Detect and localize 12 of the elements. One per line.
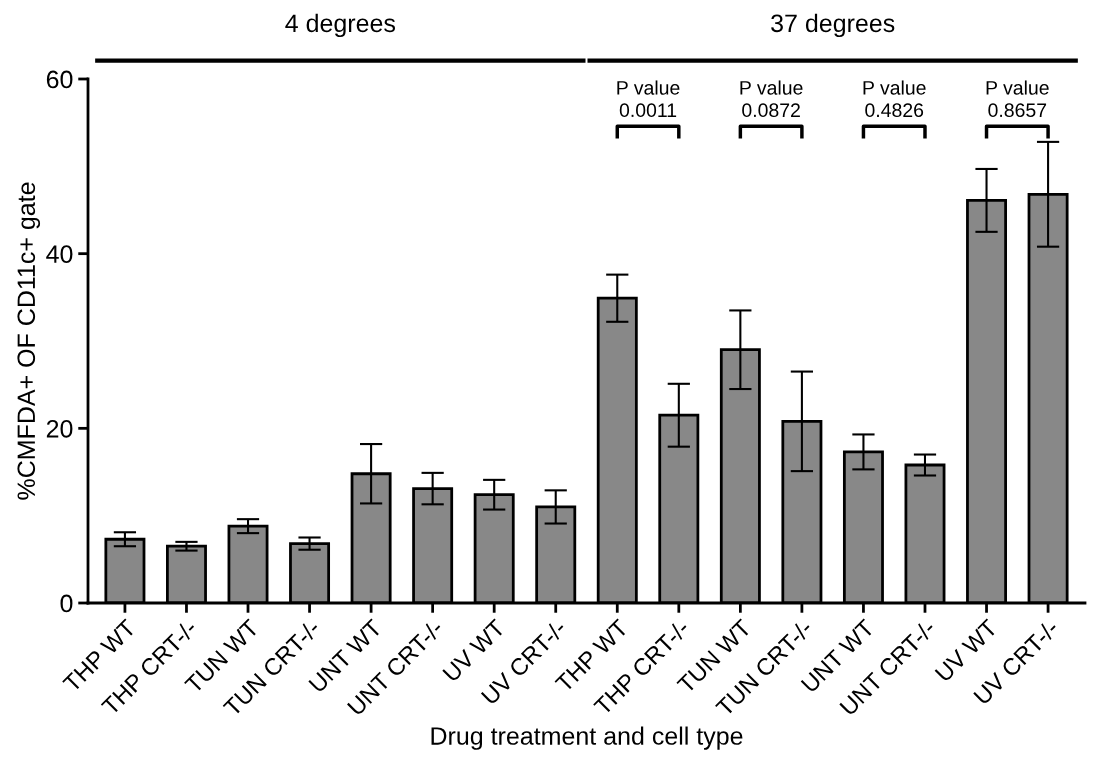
annotation: P value 0.4826 xyxy=(863,80,926,118)
x-axis-title: Drug treatment and cell type xyxy=(431,726,743,750)
y-tick-label: 40 xyxy=(46,245,73,263)
y-tick-label: 20 xyxy=(46,419,73,438)
y-tick-label: 0 xyxy=(60,594,73,613)
annotation: P value 0.8657 xyxy=(986,80,1049,118)
text: 4 degrees xyxy=(285,13,396,38)
y-tick-label: 60 xyxy=(46,70,73,89)
text: 37 degrees xyxy=(771,13,895,38)
y-axis-title: %CMFDA+ OF CD11c+ gate xyxy=(17,182,41,500)
annotation: P value 0.0011 xyxy=(617,80,680,118)
annotation: P value 0.0872 xyxy=(740,80,803,118)
